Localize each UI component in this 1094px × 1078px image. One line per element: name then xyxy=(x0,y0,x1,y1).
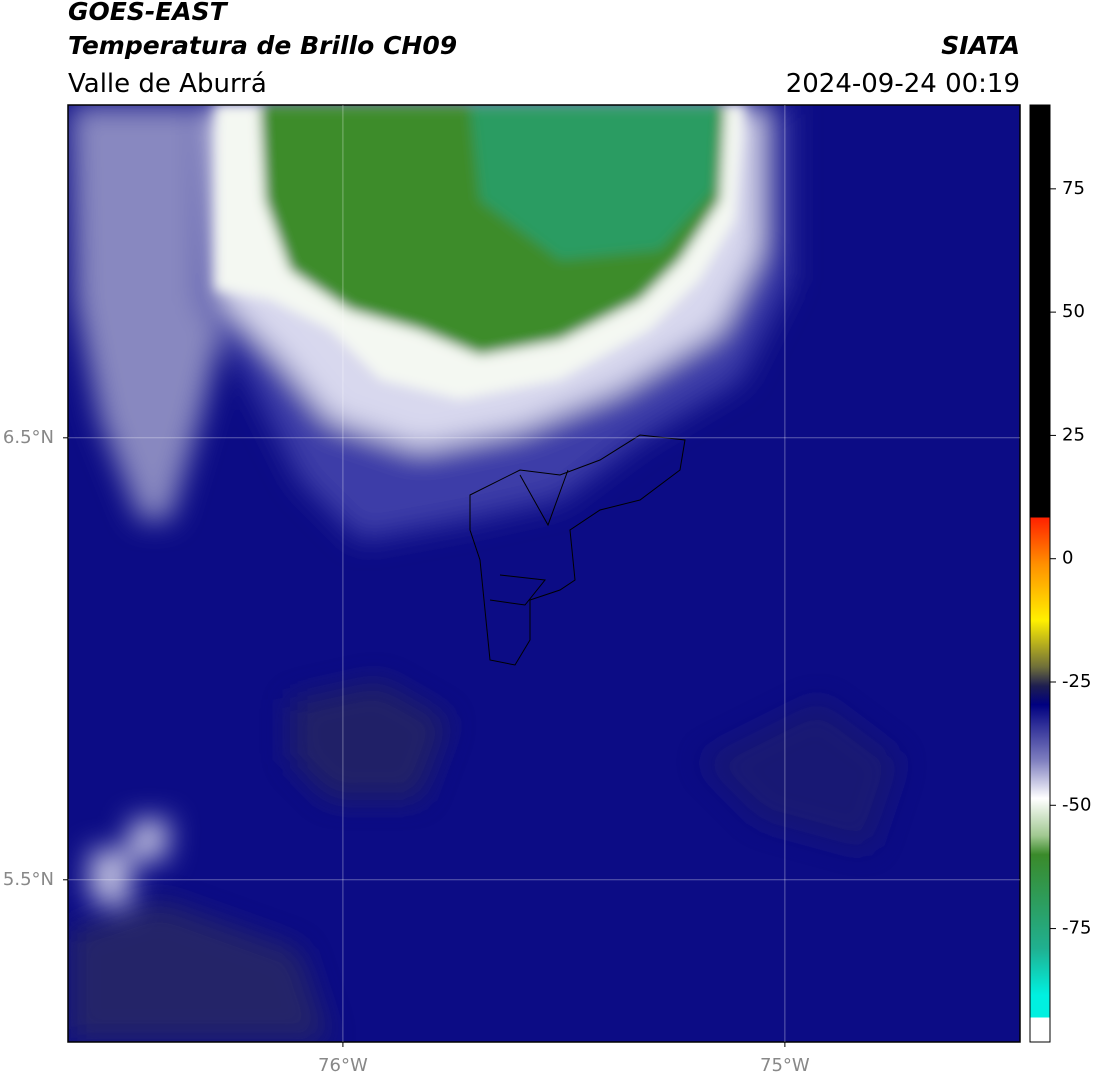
colorbar-label: -25 xyxy=(1062,671,1091,692)
lon-label: 76°W xyxy=(318,1055,368,1076)
colorbar-label: 75 xyxy=(1062,178,1085,199)
colorbar-label: -75 xyxy=(1062,918,1091,939)
title: GOES-EAST xyxy=(68,0,229,26)
colorbar xyxy=(1029,104,1051,1043)
satellite-image xyxy=(68,105,1020,1042)
datetime: 2024-09-24 00:19 xyxy=(786,69,1020,99)
region: Valle de Aburrá xyxy=(68,69,267,99)
map-frame xyxy=(67,104,1021,1043)
colorbar-label: 25 xyxy=(1062,424,1085,445)
colorbar-label: -50 xyxy=(1062,794,1091,815)
colorbar-label: 0 xyxy=(1062,548,1073,569)
lat-label: 5.5°N xyxy=(3,869,54,890)
subtitle: Temperatura de Brillo CH09 xyxy=(68,31,457,60)
colorbar-label: 50 xyxy=(1062,301,1085,322)
lat-label: 6.5°N xyxy=(3,427,54,448)
lon-label: 75°W xyxy=(760,1055,810,1076)
source: SIATA xyxy=(941,31,1020,60)
